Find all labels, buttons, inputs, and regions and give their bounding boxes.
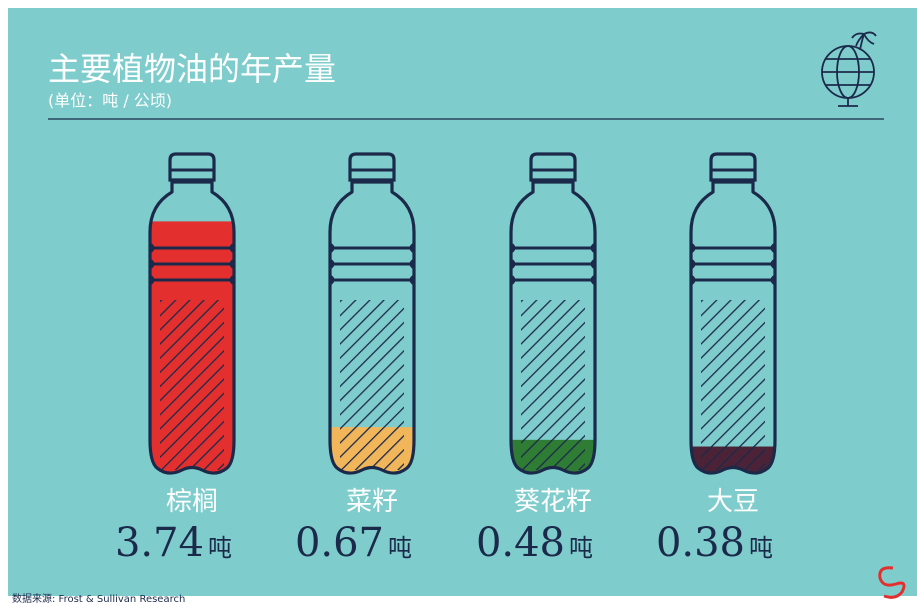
bottle <box>509 152 597 475</box>
value-label: 0.67 <box>295 520 384 566</box>
value-label: 0.38 <box>656 520 745 566</box>
unit-label: 吨 <box>749 534 773 562</box>
bottle-cap <box>348 152 396 182</box>
globe-icon <box>821 31 877 107</box>
bottle-rib <box>510 274 596 286</box>
bottle-rib <box>510 242 596 254</box>
bottle-rib <box>149 274 235 286</box>
hatching <box>340 300 404 470</box>
bottle-rib <box>690 274 776 286</box>
bottle-cap <box>709 152 757 182</box>
bottle-rib <box>510 258 596 270</box>
hatching <box>521 300 585 470</box>
bottle-rib <box>690 258 776 270</box>
bottle-rib <box>690 242 776 254</box>
bottle-outline <box>509 180 597 475</box>
bottle-outline <box>328 180 416 475</box>
bottle-outline <box>689 180 777 475</box>
source: 数据来源: Frost & Sullivan Research <box>12 592 185 604</box>
bottle-rib <box>149 242 235 254</box>
hatching <box>160 300 224 470</box>
logo <box>878 566 906 599</box>
bottle-cap <box>168 152 216 182</box>
bottle <box>328 152 416 475</box>
bottle <box>689 152 777 475</box>
bottle-rib <box>329 242 415 254</box>
category-label: 棕榈 <box>166 487 218 517</box>
category-label: 菜籽 <box>346 487 398 517</box>
value-label: 0.48 <box>476 520 565 566</box>
category-label: 大豆 <box>707 487 759 517</box>
unit-label: 吨 <box>569 534 593 562</box>
bottle-rib <box>329 274 415 286</box>
category-label: 葵花籽 <box>514 487 592 517</box>
unit-label: 吨 <box>208 534 232 562</box>
hatching <box>701 300 765 470</box>
value-label: 3.74 <box>115 520 204 566</box>
bottle-cap <box>529 152 577 182</box>
chart-subtitle: (单位：吨 / 公顷) <box>48 91 172 110</box>
bottle <box>148 152 236 475</box>
bottle-rib <box>149 258 235 270</box>
chart-title: 主要植物油的年产量 <box>48 50 336 88</box>
bottle-outline <box>148 180 236 475</box>
unit-label: 吨 <box>388 534 412 562</box>
bottle-rib <box>329 258 415 270</box>
